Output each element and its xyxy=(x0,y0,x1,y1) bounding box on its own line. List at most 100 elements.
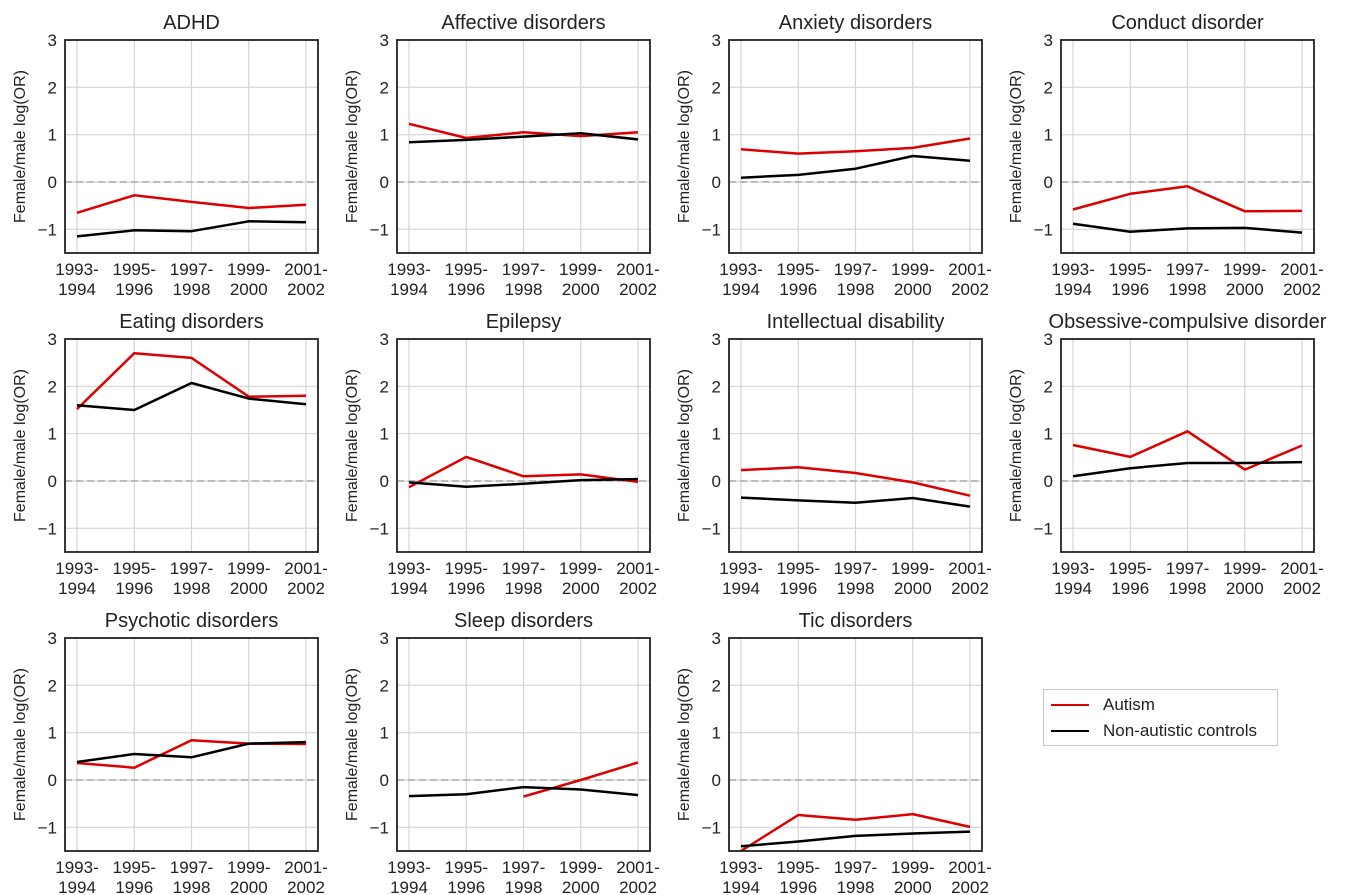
y-axis-label: Female/male log(OR) xyxy=(1008,369,1025,522)
x-tick-label: 1999-2000 xyxy=(559,858,602,895)
y-tick-label: 2 xyxy=(1044,78,1053,97)
x-tick-line: 1993- xyxy=(719,858,762,877)
subplot-title: Psychotic disorders xyxy=(105,610,278,632)
x-tick-line: 2002 xyxy=(1283,579,1321,598)
y-tick-label: 1 xyxy=(48,126,57,145)
y-axis-label: Female/male log(OR) xyxy=(12,668,29,821)
legend-swatch-controls xyxy=(1051,729,1089,733)
plot-frame xyxy=(728,637,983,852)
x-tick-line: 1998 xyxy=(173,579,211,598)
x-tick-line: 2001- xyxy=(1280,260,1323,279)
x-tick-line: 1993- xyxy=(387,858,430,877)
plot-frame xyxy=(396,637,651,852)
x-tick-label: 1995-1996 xyxy=(445,260,488,299)
x-tick-label: 2001-2002 xyxy=(284,559,327,598)
x-tick-line: 1997- xyxy=(834,260,877,279)
y-tick-label: 1 xyxy=(380,425,389,444)
y-tick-label: 1 xyxy=(712,126,721,145)
x-tick-line: 1994 xyxy=(58,878,96,895)
y-tick-label: −1 xyxy=(1034,519,1053,538)
subplot-title: Affective disorders xyxy=(441,12,605,34)
x-tick-line: 2000 xyxy=(894,878,932,895)
x-tick-line: 1994 xyxy=(722,579,760,598)
x-tick-line: 2000 xyxy=(562,878,600,895)
series-line-autism xyxy=(76,351,307,410)
y-tick-label: 3 xyxy=(380,31,389,50)
x-tick-label: 1999-2000 xyxy=(559,260,602,299)
y-tick-label: 0 xyxy=(380,771,389,790)
y-tick-label: −1 xyxy=(702,220,721,239)
x-tick-line: 2002 xyxy=(951,878,989,895)
y-tick-label: 3 xyxy=(1044,330,1053,349)
y-tick-label: 2 xyxy=(48,676,57,695)
x-tick-label: 1993-1994 xyxy=(719,858,762,895)
subplot-title: Eating disorders xyxy=(119,311,264,333)
x-tick-label: 1993-1994 xyxy=(1051,559,1094,598)
x-tick-line: 2001- xyxy=(616,260,659,279)
y-tick-label: 1 xyxy=(1044,425,1053,444)
y-tick-label: 1 xyxy=(48,724,57,743)
subplot-title: Conduct disorder xyxy=(1111,12,1264,34)
x-tick-line: 1997- xyxy=(502,260,545,279)
x-tick-line: 1997- xyxy=(502,858,545,877)
y-tick-label: 0 xyxy=(1044,472,1053,491)
x-tick-label: 1993-1994 xyxy=(719,260,762,299)
y-tick-label: 2 xyxy=(380,377,389,396)
x-tick-line: 1995- xyxy=(113,559,156,578)
x-tick-line: 1995- xyxy=(777,858,820,877)
y-tick-label: 1 xyxy=(1044,126,1053,145)
y-tick-label: −1 xyxy=(38,220,57,239)
x-tick-line: 1997- xyxy=(834,559,877,578)
legend-swatch-autism xyxy=(1051,703,1089,707)
series-line-autism xyxy=(408,455,639,489)
x-tick-line: 1995- xyxy=(777,260,820,279)
x-tick-line: 1996 xyxy=(1111,280,1149,299)
x-tick-line: 2001- xyxy=(284,858,327,877)
x-tick-line: 1993- xyxy=(55,858,98,877)
x-tick-line: 1995- xyxy=(445,559,488,578)
subplot-7: Obsessive-compulsive disorder Female/male… xyxy=(1008,311,1327,598)
y-tick-label: 3 xyxy=(48,330,57,349)
plot-frame xyxy=(64,39,319,254)
x-tick-label: 1995-1996 xyxy=(113,260,156,299)
y-tick-label: −1 xyxy=(702,818,721,837)
x-tick-label: 1995-1996 xyxy=(445,559,488,598)
x-tick-line: 1996 xyxy=(779,280,817,299)
y-tick-label: 3 xyxy=(1044,31,1053,50)
x-tick-label: 1997-1998 xyxy=(1166,260,1209,299)
x-tick-line: 1998 xyxy=(173,878,211,895)
x-tick-line: 1993- xyxy=(55,559,98,578)
series-line-controls xyxy=(408,131,639,144)
subplot-4: Eating disorders Female/male log(OR) 3 2 1 0 −… xyxy=(12,311,328,598)
plot-frame xyxy=(64,637,319,852)
series-line-controls xyxy=(740,154,971,179)
y-tick-label: 0 xyxy=(48,472,57,491)
y-tick-label: −1 xyxy=(370,818,389,837)
y-tick-label: 3 xyxy=(712,330,721,349)
x-tick-line: 1993- xyxy=(1051,559,1094,578)
y-tick-label: 1 xyxy=(380,126,389,145)
y-tick-label: 3 xyxy=(712,31,721,50)
x-tick-line: 2000 xyxy=(1226,280,1264,299)
x-tick-label: 1997-1998 xyxy=(834,858,877,895)
x-tick-label: 1993-1994 xyxy=(387,559,430,598)
x-tick-line: 1996 xyxy=(779,579,817,598)
y-tick-label: −1 xyxy=(38,818,57,837)
x-tick-line: 1994 xyxy=(1054,579,1092,598)
x-tick-line: 1996 xyxy=(115,579,153,598)
series-line-controls xyxy=(740,830,971,848)
x-tick-label: 1999-2000 xyxy=(227,559,270,598)
x-tick-label: 1993-1994 xyxy=(719,559,762,598)
series-line-controls xyxy=(740,496,971,508)
x-tick-label: 1999-2000 xyxy=(891,858,934,895)
x-tick-line: 1997- xyxy=(502,559,545,578)
x-tick-line: 1993- xyxy=(719,260,762,279)
x-tick-label: 1995-1996 xyxy=(1109,559,1152,598)
y-tick-label: 3 xyxy=(380,629,389,648)
x-tick-line: 1999- xyxy=(227,858,270,877)
x-tick-line: 1996 xyxy=(115,878,153,895)
y-tick-label: 0 xyxy=(380,173,389,192)
x-tick-line: 1996 xyxy=(447,579,485,598)
